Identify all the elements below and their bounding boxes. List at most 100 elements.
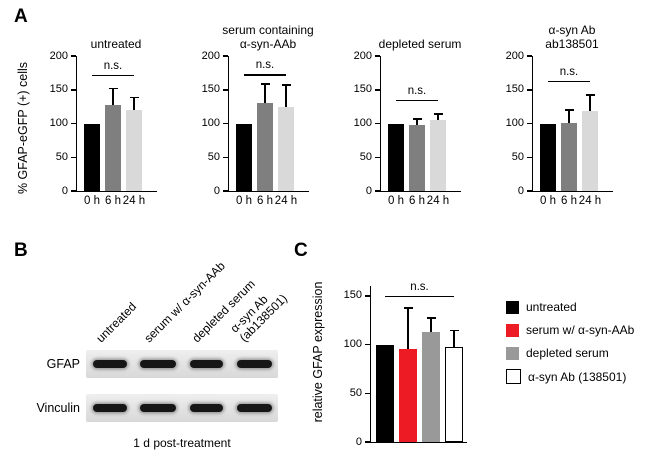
chart-title: serum containing α-syn-AAb (222, 23, 314, 52)
y-tick-label: 0 (365, 184, 372, 197)
y-tick-label: 100 (353, 117, 372, 129)
legend-swatch (506, 369, 521, 384)
y-tick-label: 50 (511, 150, 524, 163)
y-axis-tick (526, 190, 532, 192)
error-bar (453, 329, 455, 348)
y-tick-label: 50 (207, 150, 220, 163)
chart-title: depleted serum (378, 37, 462, 52)
bar-chart-depleted-serum: depleted serum 0 50 100 150 200 0 h 6 h 24 h n.s. (350, 12, 502, 230)
y-tick-label: 150 (343, 289, 362, 302)
significance-line (396, 99, 438, 102)
error-bar-cap (426, 317, 436, 319)
panel-c-label: C (294, 240, 308, 261)
bar-6 h (409, 124, 425, 191)
blot-band (189, 404, 223, 412)
error-bar (285, 84, 287, 107)
error-bar (407, 307, 409, 350)
bar-untreated (376, 344, 394, 442)
bar-depleted serum (422, 331, 440, 442)
y-axis-tick (374, 89, 380, 91)
bar-24 h (430, 120, 446, 191)
chart-plot: 0 50 100 150 200 0 h 6 h 24 h n.s. (202, 50, 309, 207)
error-bar (264, 83, 266, 104)
significance-label: n.s. (407, 84, 427, 97)
lane-label-untreated: untreated (93, 299, 140, 346)
bar-24 h (582, 111, 598, 191)
x-tick-label: 0 h (540, 195, 556, 207)
error-bar-cap (281, 84, 291, 86)
y-tick-label: 50 (359, 150, 372, 163)
y-axis-tick (222, 55, 228, 57)
y-tick-label: 150 (201, 83, 220, 96)
y-tick-label: 0 (61, 184, 68, 197)
y-axis-tick (364, 441, 370, 443)
bar-6 h (561, 122, 577, 191)
y-axis-tick (374, 55, 380, 57)
chart-plot: 0 50 100 150 200 0 h 6 h 24 h n.s. (506, 50, 613, 207)
error-bar (568, 109, 570, 123)
y-axis-tick (526, 55, 532, 57)
x-tick-label: 24 h (578, 195, 602, 207)
chart-plot: 0 50 100 150 n.s. (344, 281, 467, 447)
legend-item: α-syn Ab (138501) (506, 369, 634, 384)
y-tick-label: 150 (353, 83, 372, 96)
bar-6 h (257, 103, 273, 191)
error-bar (589, 94, 591, 112)
panel-a-label: A (14, 6, 28, 27)
chart-title: α-syn Ab ab138501 (545, 23, 599, 52)
error-bar-cap (433, 113, 443, 115)
y-tick-label: 200 (201, 49, 220, 62)
y-axis-tick (526, 122, 532, 125)
error-bar-cap (412, 118, 422, 120)
significance-line (92, 74, 134, 77)
blot-band (140, 404, 176, 412)
x-tick-label: 6 h (561, 195, 577, 207)
error-bar (133, 96, 135, 110)
x-tick-label: 24 h (274, 195, 298, 207)
bar-0 h (388, 123, 404, 191)
y-axis-tick (526, 156, 532, 158)
y-tick-label: 200 (505, 49, 524, 62)
y-axis-tick (364, 295, 370, 297)
error-bar (416, 118, 418, 125)
bar-α-syn Ab (138501) (445, 347, 463, 442)
legend-label: depleted serum (526, 346, 609, 360)
y-tick-label: 0 (213, 184, 220, 197)
legend-label: α-syn Ab (138501) (528, 369, 627, 384)
y-axis-tick (374, 156, 380, 158)
legend-item: untreated (506, 300, 634, 314)
legend: untreated serum w/ α-syn-AAb depleted seru… (506, 300, 634, 393)
y-axis-tick (526, 89, 532, 91)
error-bar (430, 317, 432, 332)
bar-0 h (236, 123, 252, 191)
x-tick-label: 0 h (388, 195, 404, 207)
blot-band (93, 360, 127, 368)
panel-c-y-axis-label: relative GFAP expression (311, 281, 325, 423)
y-axis-tick (222, 156, 228, 158)
x-tick-label: 6 h (257, 195, 273, 207)
error-bar-cap (260, 83, 270, 85)
y-tick-label: 150 (505, 83, 524, 96)
significance-line (548, 80, 590, 83)
y-tick-label: 150 (49, 83, 68, 96)
error-bar-cap (449, 329, 459, 332)
blot-label-vinculin: Vinculin (36, 401, 80, 415)
y-tick-label: 0 (517, 184, 524, 197)
y-tick-label: 50 (349, 386, 362, 399)
x-tick-label: 6 h (105, 195, 121, 207)
y-axis-tick (364, 392, 370, 394)
bar-chart-serum-aab: serum containing α-syn-AAb 0 50 100 150 200 0 … (198, 12, 350, 230)
significance-label: n.s. (255, 59, 275, 72)
y-axis-tick (364, 343, 370, 346)
blot-vinculin (86, 394, 278, 422)
error-bar-cap (585, 94, 595, 96)
legend-swatch (506, 323, 519, 337)
bar-chart-asyn-ab: α-syn Ab ab138501 0 50 100 150 200 0 h 6 h 24 h n… (502, 12, 654, 230)
error-bar (437, 113, 439, 121)
blot-band (140, 360, 176, 368)
blot-label-gfap: GFAP (46, 357, 80, 371)
y-axis-tick (222, 190, 228, 192)
y-axis-tick (374, 190, 380, 192)
x-tick-label: 6 h (409, 195, 425, 207)
y-tick-label: 200 (353, 49, 372, 62)
